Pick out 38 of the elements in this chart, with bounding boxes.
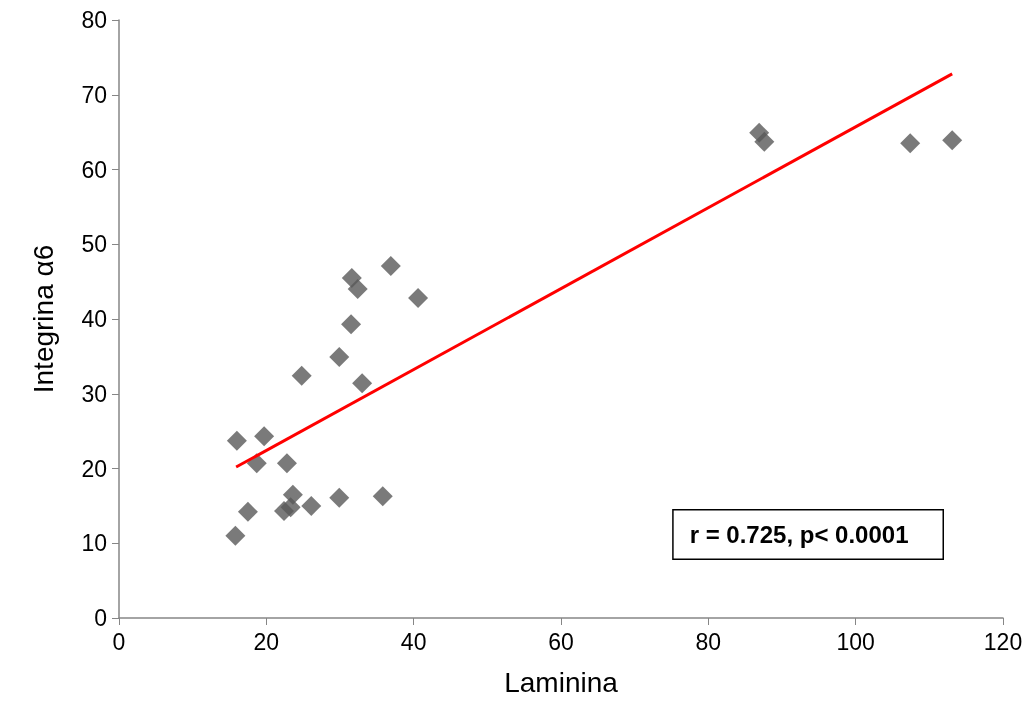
point [754, 131, 775, 152]
y-tick-label: 70 [81, 81, 107, 108]
annotation: r = 0.725, p< 0.0001 [689, 521, 909, 548]
y-tick-label: 80 [81, 7, 107, 33]
point [254, 426, 275, 447]
point [329, 487, 350, 508]
point [900, 133, 921, 154]
y-tick-label: 30 [81, 380, 107, 407]
x-tick-label: 20 [253, 628, 280, 655]
point [329, 347, 350, 368]
point [352, 373, 373, 394]
x-tick-label: 120 [983, 628, 1023, 655]
point [276, 453, 297, 474]
point [341, 314, 362, 335]
x-tick-label: 60 [548, 628, 574, 655]
point [408, 288, 429, 309]
point [237, 501, 258, 522]
point [372, 486, 393, 507]
y-tick-label: 40 [81, 306, 107, 332]
x-tick-label: 100 [836, 628, 875, 655]
x-axis-title: Laminina [504, 666, 619, 698]
y-axis-title: Integrina α6 [27, 244, 59, 394]
point [225, 525, 246, 546]
x-tick-label: 40 [400, 628, 427, 655]
y-tick-label: 0 [94, 605, 107, 631]
y-tick-label: 60 [81, 156, 107, 183]
point [282, 484, 303, 505]
y-tick-label: 50 [81, 231, 107, 258]
point [301, 495, 322, 516]
point [291, 365, 312, 386]
x-tick-label: 0 [112, 628, 126, 655]
point [347, 279, 368, 300]
y-tick-label: 20 [81, 455, 107, 482]
x-tick-label: 80 [695, 628, 722, 655]
y-tick-label: 10 [81, 530, 107, 557]
point [226, 430, 247, 451]
point [942, 130, 963, 151]
point [380, 255, 401, 276]
